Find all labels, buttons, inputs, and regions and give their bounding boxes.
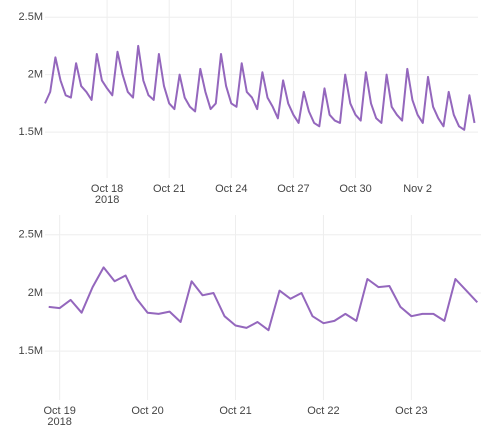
x-tick-label: Oct 30: [339, 183, 371, 195]
x-tick-label: Oct 21: [219, 405, 251, 417]
y-tick-label: 2.5M: [19, 229, 43, 241]
x-tick-label: Nov 2: [403, 183, 432, 195]
x-tick-label: Oct 20: [131, 405, 163, 417]
y-tick-label: 2M: [28, 287, 43, 299]
series-line: [44, 44, 476, 131]
x-tick-label: Oct 27: [277, 183, 309, 195]
x-tick-label: Oct 19: [43, 405, 75, 417]
x-tick-label: Oct 23: [395, 405, 427, 417]
x-tick-label: Oct 21: [153, 183, 185, 195]
y-tick-label: 2M: [28, 69, 43, 81]
x-tick-label: Oct 24: [215, 183, 247, 195]
x-tick-label: Oct 18: [91, 183, 123, 195]
y-tick-label: 2.5M: [19, 11, 43, 23]
y-tick-label: 1.5M: [19, 126, 43, 138]
x-year-label: 2018: [47, 416, 71, 427]
x-year-label: 2018: [95, 194, 119, 206]
y-tick-label: 1.5M: [19, 345, 43, 357]
series-line: [48, 266, 479, 332]
x-tick-label: Oct 22: [307, 405, 339, 417]
